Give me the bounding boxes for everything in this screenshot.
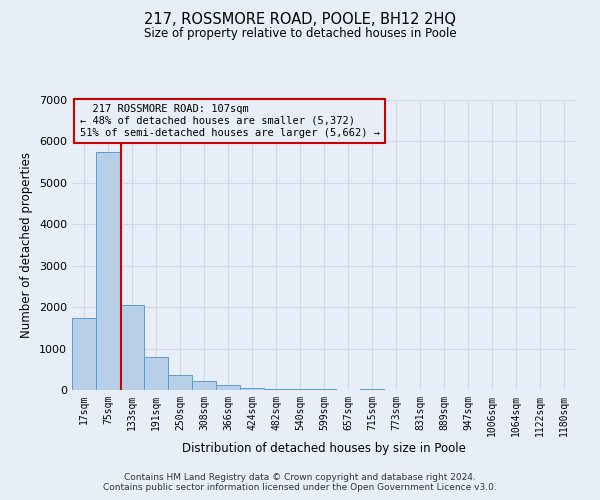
- Bar: [120, 305, 144, 390]
- Y-axis label: Number of detached properties: Number of detached properties: [20, 152, 34, 338]
- Bar: [144, 357, 168, 390]
- Bar: [288, 389, 312, 390]
- Text: 217 ROSSMORE ROAD: 107sqm  
← 48% of detached houses are smaller (5,372)
51% of : 217 ROSSMORE ROAD: 107sqm ← 48% of detac…: [80, 104, 380, 138]
- Bar: [96, 152, 120, 390]
- Bar: [192, 381, 216, 390]
- Bar: [240, 388, 264, 390]
- Bar: [168, 375, 192, 390]
- Text: Contains HM Land Registry data © Crown copyright and database right 2024.
Contai: Contains HM Land Registry data © Crown c…: [103, 473, 497, 492]
- Bar: [72, 318, 96, 390]
- Bar: [264, 389, 288, 390]
- Text: 217, ROSSMORE ROAD, POOLE, BH12 2HQ: 217, ROSSMORE ROAD, POOLE, BH12 2HQ: [144, 12, 456, 28]
- X-axis label: Distribution of detached houses by size in Poole: Distribution of detached houses by size …: [182, 442, 466, 454]
- Text: Size of property relative to detached houses in Poole: Size of property relative to detached ho…: [143, 28, 457, 40]
- Bar: [216, 386, 240, 390]
